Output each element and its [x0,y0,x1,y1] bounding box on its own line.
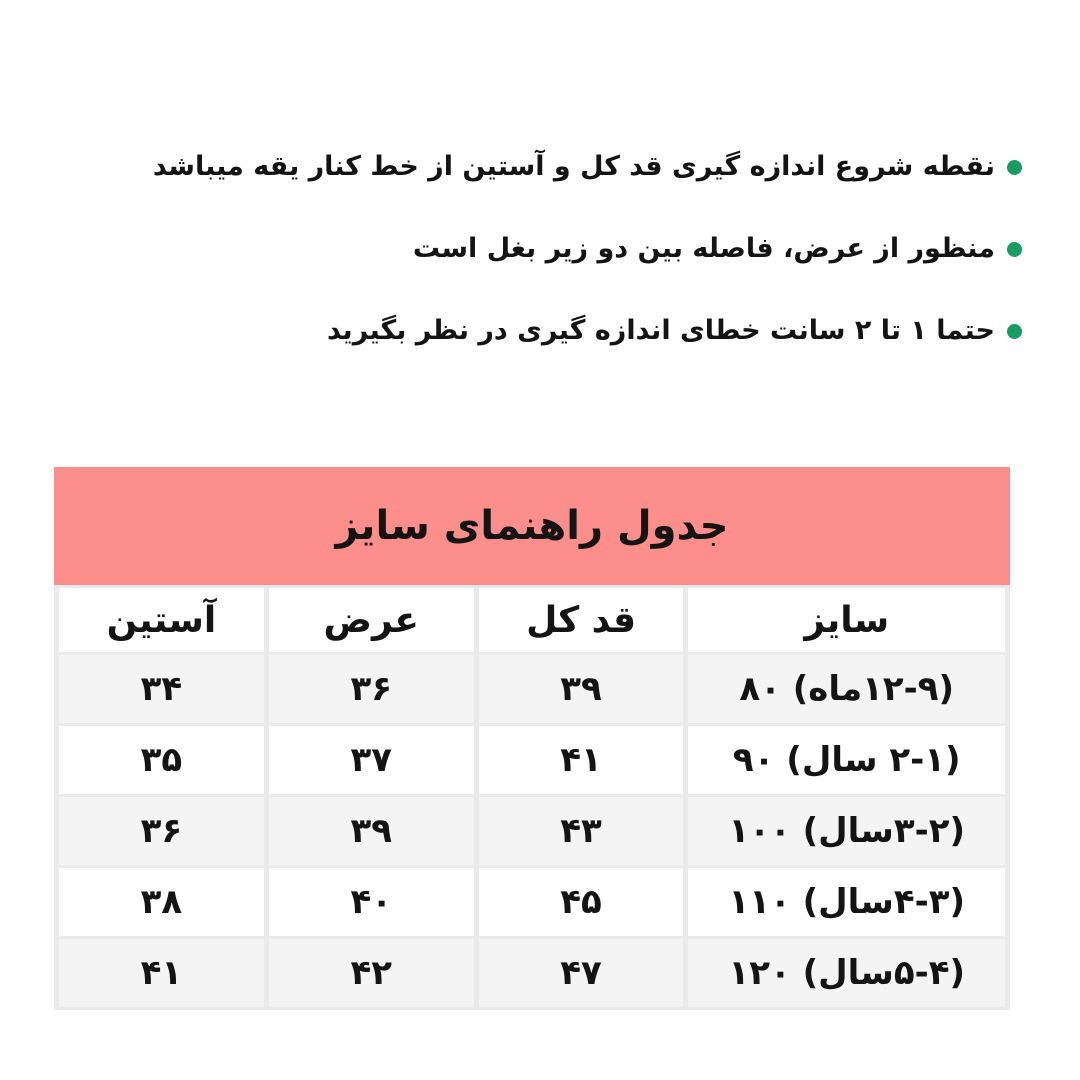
cell-size: (۲-۱ سال) ۹۰ [688,726,1005,794]
cell-total-length: ۴۳ [478,797,684,865]
table-row: (۲-۱ سال) ۹۰ ۴۱ ۳۷ ۳۵ [59,726,1005,794]
size-guide-section: جدول راهنمای سایز سایز قد کل عرض آستین (… [54,467,1010,1010]
cell-total-length: ۴۵ [478,868,684,936]
cell-size: (۴-۳سال) ۱۱۰ [688,868,1005,936]
column-header-size: سایز [688,588,1005,652]
cell-sleeve: ۳۸ [59,868,264,936]
cell-sleeve: ۴۱ [59,939,264,1007]
cell-sleeve: ۳۵ [59,726,264,794]
size-guide-title: جدول راهنمای سایز [335,503,729,549]
cell-size: (۵-۴سال) ۱۲۰ [688,939,1005,1007]
column-header-width: عرض [268,588,474,652]
cell-width: ۴۲ [268,939,474,1007]
note-item: منظور از عرض، فاصله بین دو زیر بغل است [413,230,1022,268]
table-row: (۱۲-۹ماه) ۸۰ ۳۹ ۳۶ ۳۴ [59,655,1005,723]
note-text: نقطه شروع اندازه گیری قد کل و آستین از خ… [152,151,995,182]
note-text: منظور از عرض، فاصله بین دو زیر بغل است [412,233,995,264]
size-guide-table: سایز قد کل عرض آستین (۱۲-۹ماه) ۸۰ ۳۹ ۳۶ … [54,585,1010,1010]
table-header-row: سایز قد کل عرض آستین [59,588,1005,652]
cell-width: ۳۷ [268,726,474,794]
note-item: حتما ۱ تا ۲ سانت خطای اندازه گیری در نظر… [327,312,1022,350]
column-header-sleeve: آستین [59,588,264,652]
note-item: نقطه شروع اندازه گیری قد کل و آستین از خ… [153,148,1022,186]
cell-sleeve: ۳۶ [59,797,264,865]
cell-size: (۱۲-۹ماه) ۸۰ [688,655,1005,723]
bullet-dot-icon [1007,159,1022,175]
table-row: (۳-۲سال) ۱۰۰ ۴۳ ۳۹ ۳۶ [59,797,1005,865]
column-header-total-length: قد کل [478,588,684,652]
cell-total-length: ۴۷ [478,939,684,1007]
bullet-dot-icon [1007,323,1022,339]
cell-total-length: ۳۹ [478,655,684,723]
table-row: (۴-۳سال) ۱۱۰ ۴۵ ۴۰ ۳۸ [59,868,1005,936]
cell-width: ۴۰ [268,868,474,936]
note-text: حتما ۱ تا ۲ سانت خطای اندازه گیری در نظر… [326,315,995,346]
cell-size: (۳-۲سال) ۱۰۰ [688,797,1005,865]
notes-section: نقطه شروع اندازه گیری قد کل و آستین از خ… [153,148,1022,350]
table-row: (۵-۴سال) ۱۲۰ ۴۷ ۴۲ ۴۱ [59,939,1005,1007]
bullet-dot-icon [1007,241,1022,257]
cell-sleeve: ۳۴ [59,655,264,723]
cell-width: ۳۹ [268,797,474,865]
cell-width: ۳۶ [268,655,474,723]
cell-total-length: ۴۱ [478,726,684,794]
size-guide-title-bar: جدول راهنمای سایز [54,467,1010,585]
